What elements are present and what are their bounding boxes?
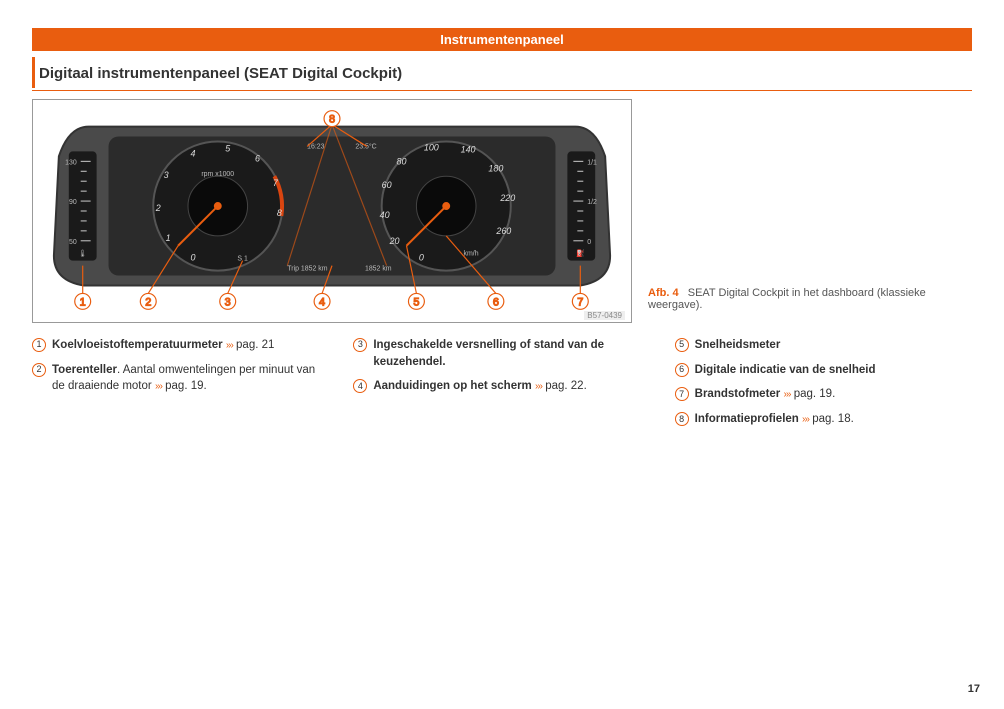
legend-col-1: 1 Koelvloeistoftemperatuurmeter ››› pag.… <box>32 337 329 436</box>
speedo-180: 180 <box>488 163 503 173</box>
callout-2: 2 <box>145 296 151 308</box>
legend-num-6: 6 <box>675 363 689 377</box>
legend-num-1: 1 <box>32 338 46 352</box>
legend-8-bold: Informatieprofielen <box>695 413 799 425</box>
callout-3: 3 <box>225 296 231 308</box>
legend-5-bold: Snelheidsmeter <box>695 339 781 351</box>
figure-box: 130 90 50 🌡 <box>32 99 632 323</box>
legend-2-page: pag. 19. <box>165 380 207 392</box>
legend-item-2: 2 Toerenteller. Aantal omwentelingen per… <box>32 362 329 395</box>
callout-5: 5 <box>413 296 419 308</box>
callout-4: 4 <box>319 296 325 308</box>
fuel-gauge: 1/1 1/2 0 ⛽ <box>567 151 597 260</box>
callout-7: 7 <box>577 296 583 308</box>
speedo-100: 100 <box>424 142 439 152</box>
legend-col-2: 3 Ingeschakelde versnelling of stand van… <box>353 337 650 436</box>
tachometer: 0 1 2 3 4 5 6 7 8 rpm x1000 S 1 <box>153 141 282 270</box>
chevron-icon: ››› <box>784 389 791 400</box>
header-title: Instrumentenpaneel <box>440 32 564 47</box>
fuel-full: 1/1 <box>587 159 597 166</box>
chevron-icon: ››› <box>226 340 233 351</box>
figure-row: 130 90 50 🌡 <box>32 99 972 323</box>
legend-item-3: 3 Ingeschakelde versnelling of stand van… <box>353 337 650 370</box>
legend-num-4: 4 <box>353 379 367 393</box>
legend-1-bold: Koelvloeistoftemperatuurmeter <box>52 339 223 351</box>
figure-ref-code: B57-0439 <box>584 311 625 320</box>
fuel-empty: 0 <box>587 239 591 246</box>
tacho-3: 3 <box>164 170 169 180</box>
odo-text: 1852 km <box>365 266 392 273</box>
legend-2-bold: Toerenteller <box>52 364 117 376</box>
chevron-icon: ››› <box>535 381 542 392</box>
legend-4-bold: Aanduidingen op het scherm <box>373 380 531 392</box>
speedo-220: 220 <box>499 193 515 203</box>
speedo-80: 80 <box>397 156 407 166</box>
coolant-gauge: 130 90 50 🌡 <box>65 151 96 260</box>
header-bar: Instrumentenpaneel <box>32 28 972 51</box>
legend-4-page: pag. 22. <box>545 380 587 392</box>
legend-item-6: 6 Digitale indicatie van de snelheid <box>675 362 972 379</box>
callout-8: 8 <box>329 114 335 126</box>
callout-6: 6 <box>493 296 499 308</box>
tacho-8: 8 <box>277 208 282 218</box>
speedo-0: 0 <box>419 253 424 263</box>
legend-item-5: 5 Snelheidsmeter <box>675 337 972 354</box>
svg-text:🌡: 🌡 <box>78 250 87 258</box>
tacho-1: 1 <box>166 233 171 243</box>
fuel-half: 1/2 <box>587 199 597 206</box>
legend-num-3: 3 <box>353 338 367 352</box>
speedo-60: 60 <box>382 180 392 190</box>
legend-3-bold: Ingeschakelde versnelling of stand van d… <box>373 339 604 368</box>
tacho-5: 5 <box>225 143 230 153</box>
legend-num-2: 2 <box>32 363 46 377</box>
legend: 1 Koelvloeistoftemperatuurmeter ››› pag.… <box>32 337 972 436</box>
legend-item-1: 1 Koelvloeistoftemperatuurmeter ››› pag.… <box>32 337 329 354</box>
legend-num-5: 5 <box>675 338 689 352</box>
legend-num-8: 8 <box>675 412 689 426</box>
speedo-unit: km/h <box>464 251 479 258</box>
legend-col-3: 5 Snelheidsmeter 6 Digitale indicatie va… <box>675 337 972 436</box>
chevron-icon: ››› <box>155 381 162 392</box>
figure-caption-text: SEAT Digital Cockpit in het dashboard (k… <box>648 287 926 311</box>
coolant-90: 90 <box>69 199 77 206</box>
coolant-130: 130 <box>65 159 77 166</box>
figure-label: Afb. 4 <box>648 287 679 299</box>
tacho-0: 0 <box>190 253 195 263</box>
section-title-text: Digitaal instrumentenpaneel (SEAT Digita… <box>39 65 402 82</box>
legend-item-7: 7 Brandstofmeter ››› pag. 19. <box>675 386 972 403</box>
tacho-4: 4 <box>190 148 195 158</box>
tacho-2: 2 <box>155 203 161 213</box>
coolant-50: 50 <box>69 239 77 246</box>
figure-caption: Afb. 4 SEAT Digital Cockpit in het dashb… <box>648 287 972 323</box>
speedo-140: 140 <box>461 144 476 154</box>
tacho-6: 6 <box>255 153 260 163</box>
legend-num-7: 7 <box>675 387 689 401</box>
legend-item-4: 4 Aanduidingen op het scherm ››› pag. 22… <box>353 378 650 395</box>
trip-text: Trip 1852 km <box>287 266 327 273</box>
svg-text:⛽: ⛽ <box>576 249 585 258</box>
legend-6-bold: Digitale indicatie van de snelheid <box>695 364 876 376</box>
legend-8-page: pag. 18. <box>812 413 854 425</box>
speedo-40: 40 <box>380 210 390 220</box>
callout-1: 1 <box>80 296 86 308</box>
instrument-cluster: 130 90 50 🌡 <box>39 106 625 316</box>
chevron-icon: ››› <box>802 414 809 425</box>
legend-1-page: pag. 21 <box>236 339 274 351</box>
section-title: Digitaal instrumentenpaneel (SEAT Digita… <box>32 57 972 88</box>
legend-7-bold: Brandstofmeter <box>695 388 781 400</box>
speedo-20: 20 <box>389 236 400 246</box>
section-rule <box>32 90 972 91</box>
page-number: 17 <box>968 683 980 695</box>
tacho-unit: rpm x1000 <box>201 171 234 178</box>
legend-7-page: pag. 19. <box>794 388 836 400</box>
speedo-260: 260 <box>495 226 511 236</box>
legend-item-8: 8 Informatieprofielen ››› pag. 18. <box>675 411 972 428</box>
cluster-svg: 130 90 50 🌡 <box>39 106 625 316</box>
